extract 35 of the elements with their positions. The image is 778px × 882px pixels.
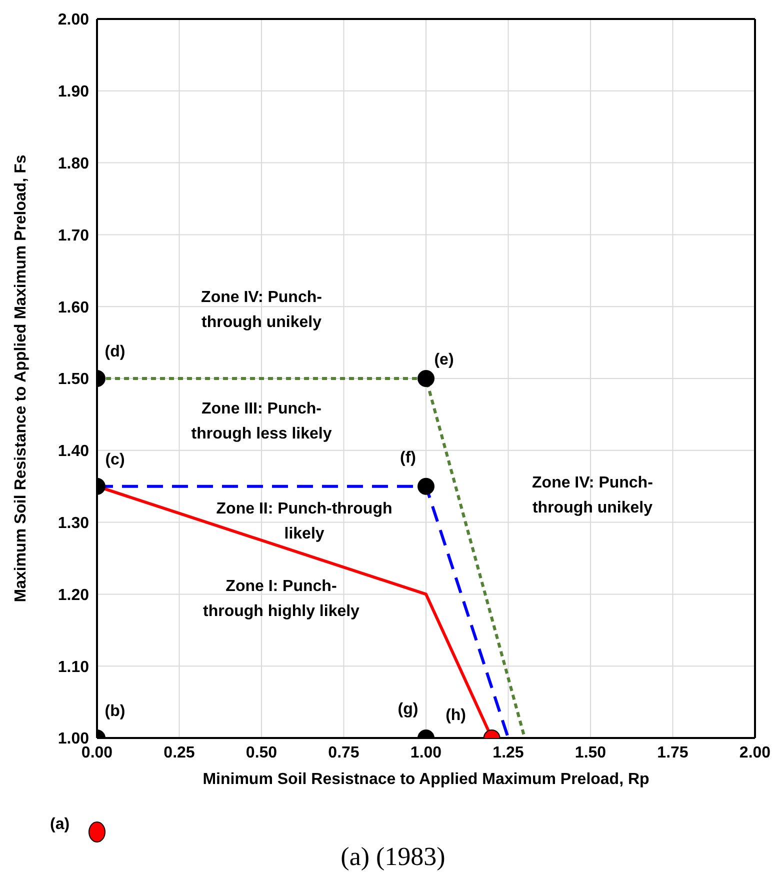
data-label: (c) xyxy=(105,451,125,468)
annotation: Zone IV: Punch- through unikely xyxy=(201,288,322,331)
annotation: Zone III: Punch- through less likely xyxy=(191,400,332,442)
x-tick-label: 1.25 xyxy=(492,744,524,762)
x-tick-label: 1.75 xyxy=(657,744,688,762)
y-tick-label: 1.40 xyxy=(58,443,90,460)
y-tick-label: 1.20 xyxy=(58,586,90,604)
y-tick-label: 1.60 xyxy=(58,299,90,316)
x-tick-label: 0.50 xyxy=(246,744,278,762)
x-tick-label: 0.75 xyxy=(328,744,360,762)
y-tick-label: 2.00 xyxy=(58,12,90,29)
x-tick-label: 0.25 xyxy=(164,744,195,762)
text: (a) (1983) xyxy=(340,842,446,872)
x-tick-label: 1.50 xyxy=(574,744,606,762)
text: (a) xyxy=(50,816,70,834)
x-tick-label: 0.00 xyxy=(81,744,113,762)
data-label: (d) xyxy=(104,344,126,360)
data-label: (h) xyxy=(446,707,466,724)
data-label: (g) xyxy=(398,701,418,718)
x-tick-label: 1.00 xyxy=(410,744,442,762)
annotation: Zone II: Punch-through likely xyxy=(216,500,392,542)
annotation: Zone IV: Punch- through unikely xyxy=(532,474,653,516)
y-tick-label: 1.90 xyxy=(58,84,90,101)
x-tick-label: 2.00 xyxy=(739,744,771,762)
y-tick-label: 1.70 xyxy=(58,227,90,244)
x-axis-title: Minimum Soil Resistnace to Applied Maximum Preload, Rp xyxy=(202,771,650,788)
y-tick-label: 1.50 xyxy=(58,371,90,388)
data-label: (f) xyxy=(400,449,416,466)
y-tick-label: 1.10 xyxy=(58,658,90,676)
data-label: (e) xyxy=(434,352,454,368)
annotation: Zone I: Punch- through highly likely xyxy=(203,578,360,620)
data-label: (b) xyxy=(104,703,126,720)
y-tick-label: 1.30 xyxy=(58,514,90,532)
y-tick-label: 1.80 xyxy=(58,155,90,172)
y-axis-title: Maximum Soil Resistance to Applied Maximum Preload, Fs xyxy=(12,154,30,602)
